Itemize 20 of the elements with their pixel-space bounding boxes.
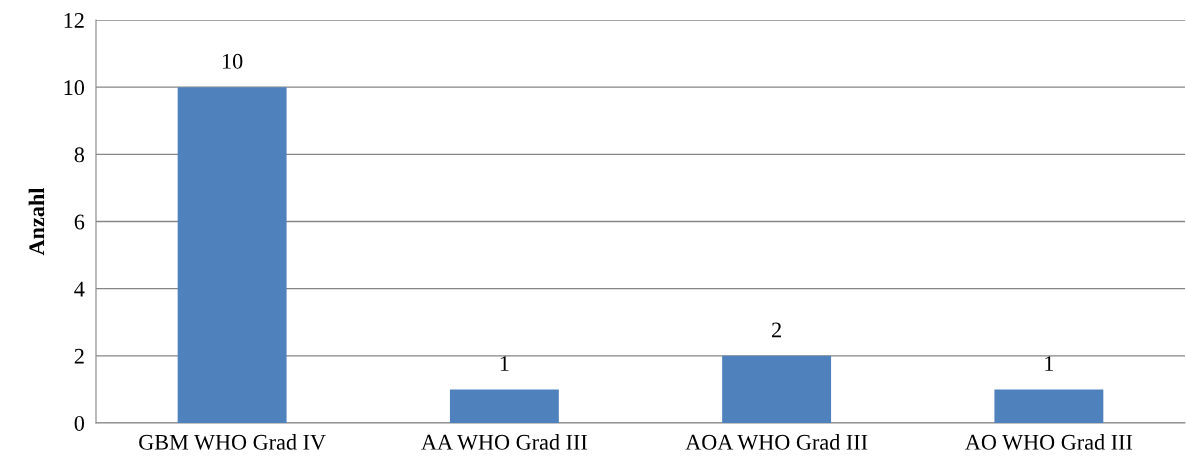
bar [177,87,287,423]
bar [449,389,559,423]
y-tick-label: 8 [74,147,85,163]
data-label: 2 [772,322,781,338]
x-tick-label: GBM WHO Grad IV [139,434,326,450]
y-tick-label: 6 [74,214,85,230]
data-label: 1 [1045,356,1054,371]
x-tick-label: AO WHO Grad III [965,434,1133,450]
y-axis-title: Anzahl [28,187,45,256]
x-tick-label: AA WHO Grad III [421,434,588,450]
y-tick-label: 4 [74,281,85,297]
bar [722,355,832,423]
data-label: 10 [222,53,243,69]
y-tick-label: 12 [64,12,84,28]
x-tick-label: AOA WHO Grad III [685,434,868,450]
bar [994,389,1104,423]
data-label: 1 [500,356,509,371]
y-tick-label: 10 [64,80,85,96]
y-tick-label: 2 [74,348,84,364]
y-tick-label: 0 [74,415,85,431]
